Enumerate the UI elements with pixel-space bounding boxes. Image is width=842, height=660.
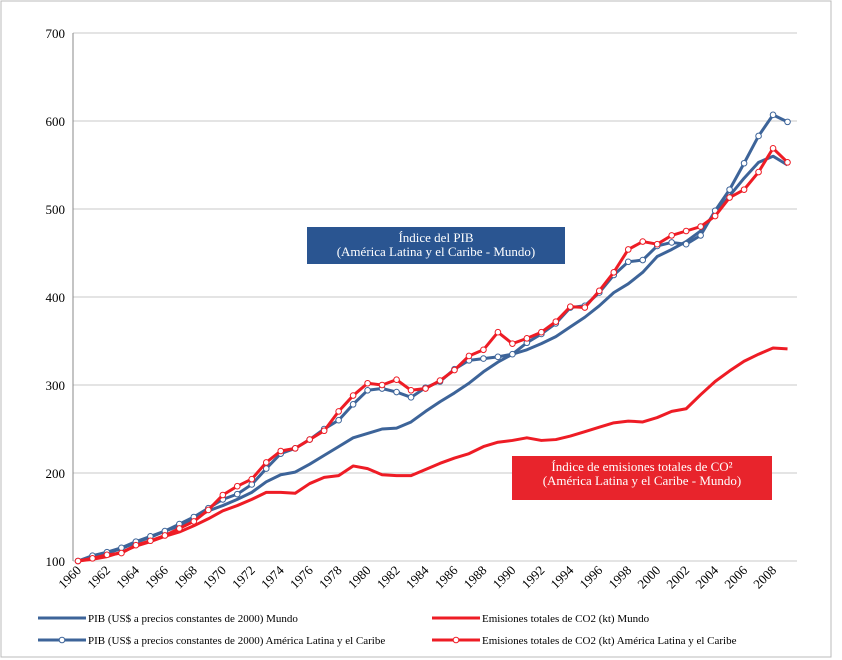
annotation-text: (América Latina y el Caribe - Mundo): [543, 473, 742, 488]
data-point: [697, 223, 704, 230]
data-point: [407, 386, 415, 394]
annotation-text: (América Latina y el Caribe - Mundo): [337, 244, 536, 259]
annotation-box: [307, 227, 565, 264]
data-point: [349, 392, 357, 399]
data-point: [248, 475, 256, 483]
data-point: [335, 408, 342, 415]
annotation-text: Índice del PIB: [398, 230, 473, 245]
data-point: [262, 465, 270, 472]
data-point: [335, 416, 342, 424]
data-point: [262, 459, 270, 466]
data-point: [147, 537, 154, 545]
data-point: [726, 194, 733, 201]
data-point: [726, 186, 733, 193]
legend-label: Emisiones totales de CO2 (kt) Mundo: [482, 613, 650, 625]
annotation-box: [512, 456, 772, 500]
series-line: [77, 346, 788, 563]
y-tick-label: 700: [46, 26, 66, 41]
data-point: [378, 381, 386, 389]
data-point: [494, 328, 502, 336]
data-point: [784, 159, 791, 166]
data-point: [349, 401, 357, 408]
data-point: [639, 238, 647, 245]
data-point: [364, 386, 371, 394]
data-point: [639, 256, 647, 264]
data-point: [697, 232, 704, 239]
data-point: [277, 447, 285, 455]
legend-marker: [452, 636, 460, 644]
legend-marker: [58, 636, 66, 644]
legend-label: PIB (US$ a precios constantes de 2000) A…: [88, 635, 385, 647]
data-point: [552, 318, 560, 325]
y-tick-label: 100: [46, 554, 66, 569]
data-point: [755, 132, 762, 140]
data-point: [668, 239, 675, 246]
data-point: [711, 212, 719, 220]
y-tick-label: 400: [46, 290, 66, 305]
data-point: [233, 482, 241, 490]
data-point: [567, 303, 574, 310]
data-point: [190, 518, 198, 525]
legend-label: Emisiones totales de CO2 (kt) América La…: [482, 635, 737, 647]
data-point: [320, 427, 328, 435]
y-tick-label: 200: [46, 466, 66, 481]
data-point: [176, 525, 183, 532]
data-point: [161, 532, 169, 539]
data-point: [769, 144, 777, 152]
data-point: [233, 490, 241, 498]
data-point: [306, 436, 313, 443]
legend-label: PIB (US$ a precios constantes de 2000) M…: [88, 613, 298, 625]
data-point: [668, 232, 675, 239]
data-point: [451, 366, 458, 374]
data-point: [595, 287, 603, 295]
data-point: [682, 240, 690, 248]
data-point: [523, 335, 531, 342]
data-point: [393, 388, 400, 396]
y-tick-label: 300: [46, 378, 66, 393]
data-point: [740, 186, 748, 193]
y-tick-label: 600: [46, 114, 66, 129]
y-tick-label: 500: [46, 202, 66, 217]
data-point: [219, 491, 227, 499]
data-point: [740, 159, 748, 167]
data-point: [291, 445, 299, 452]
data-point: [624, 258, 632, 266]
annotation-text: Índice de emisiones totales de CO²: [551, 459, 732, 474]
data-point: [509, 340, 516, 347]
data-point: [653, 240, 661, 248]
data-point: [480, 355, 487, 362]
data-point: [205, 506, 212, 514]
data-point: [682, 227, 690, 235]
data-point: [624, 246, 632, 253]
data-point: [465, 352, 473, 360]
data-point: [538, 328, 545, 336]
data-point: [103, 551, 111, 559]
data-point: [480, 346, 487, 354]
data-point: [89, 555, 96, 562]
data-point: [132, 541, 140, 549]
data-point: [610, 269, 618, 276]
data-point: [364, 379, 371, 387]
data-point: [581, 304, 589, 311]
data-point: [118, 549, 125, 557]
data-point: [118, 544, 125, 552]
data-point: [248, 481, 256, 488]
data-point: [422, 385, 429, 392]
data-point: [393, 376, 400, 384]
data-point: [509, 350, 516, 358]
data-point: [769, 111, 777, 119]
data-point: [784, 118, 791, 126]
data-point: [436, 377, 444, 384]
data-point: [407, 394, 415, 401]
data-point: [755, 168, 762, 176]
data-point: [494, 353, 502, 361]
data-point: [74, 557, 82, 565]
